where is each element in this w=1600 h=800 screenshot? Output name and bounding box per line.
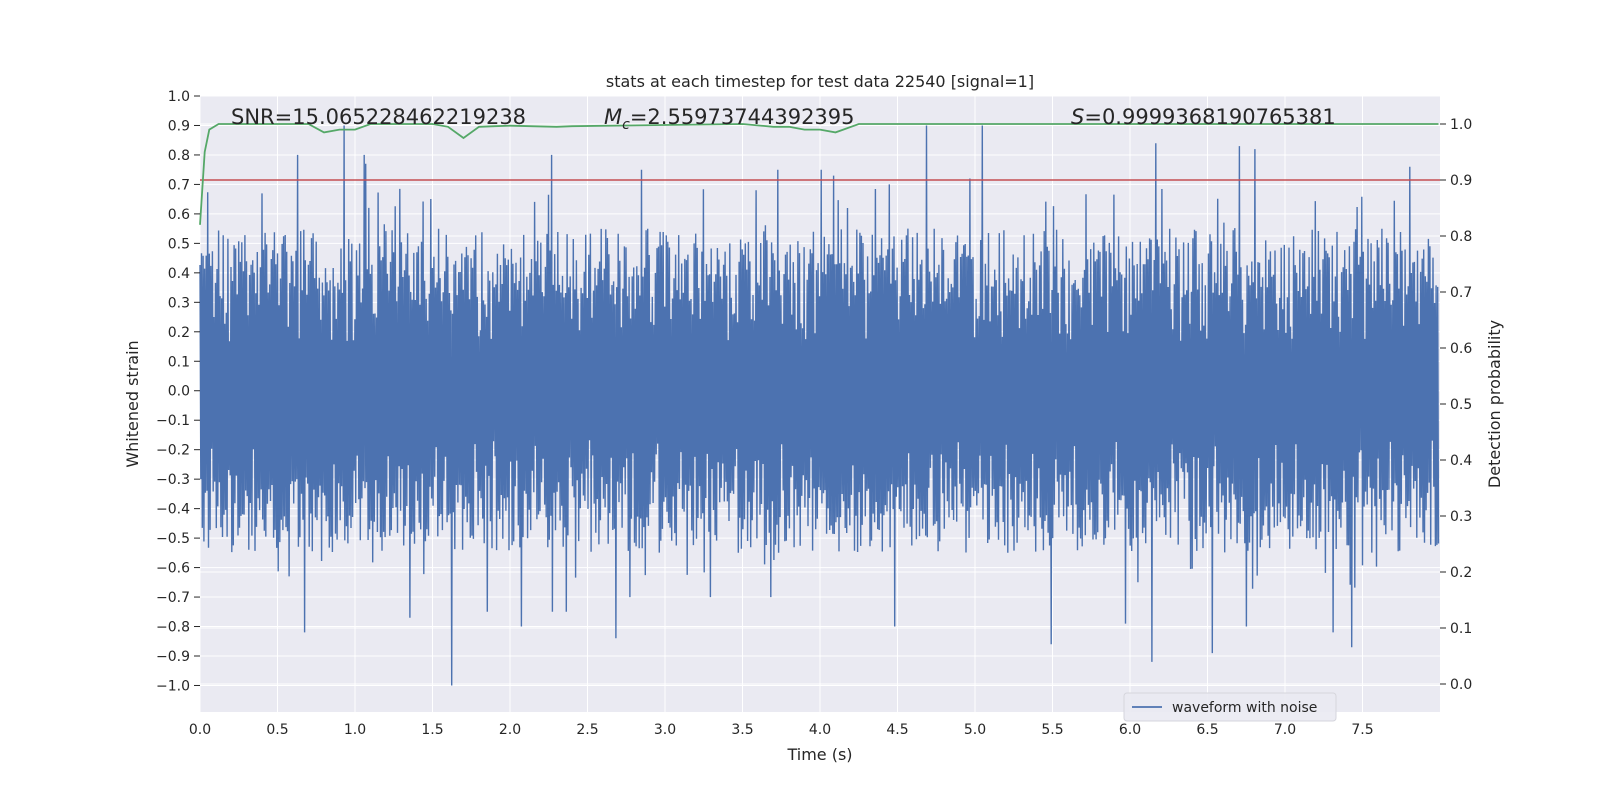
score-annotation: S=0.9999368190765381	[1071, 105, 1336, 129]
y2-tick-label: 0.0	[1450, 677, 1472, 693]
score-symbol: S	[1071, 105, 1084, 129]
chirp-mass-annotation: Mc=2.55973744392395	[604, 105, 855, 133]
x-tick-label: 7.0	[1274, 722, 1296, 738]
x-axis-label: Time (s)	[786, 745, 852, 764]
y-tick-label: 0.3	[168, 295, 190, 311]
y-tick-label: 0.6	[168, 207, 190, 223]
y-tick-label: −0.9	[156, 649, 190, 665]
y-tick-label: 0.7	[168, 177, 190, 193]
y-tick-label: −0.2	[156, 443, 190, 459]
x-tick-label: 6.5	[1196, 722, 1218, 738]
y2-tick-label: 0.4	[1450, 453, 1472, 469]
y2-tick-label: 0.3	[1450, 509, 1472, 525]
y2-tick-label: 0.9	[1450, 173, 1472, 189]
y-axis-label: Whitened strain	[123, 340, 142, 467]
y-tick-label: 0.2	[168, 325, 190, 341]
legend-box	[1123, 692, 1337, 722]
y-tick-label: −1.0	[156, 678, 190, 694]
x-tick-label: 4.5	[886, 722, 908, 738]
y-tick-label: −0.8	[156, 620, 190, 636]
x-tick-label: 5.5	[1041, 722, 1063, 738]
y-tick-label: 0.1	[168, 354, 190, 370]
chirp-mass-value: =2.55973744392395	[630, 105, 855, 129]
y2-tick-label: 0.1	[1450, 621, 1472, 637]
x-tick-labels: 0.0 0.5 1.0 1.5 2.0 2.5 3.0 3.5 4.0 4.5 5.0 5.5 6.0 6…	[189, 722, 1374, 738]
x-tick-label: 5.0	[964, 722, 986, 738]
y2-tick-label: 0.6	[1450, 341, 1472, 357]
x-tick-label: 3.5	[731, 722, 753, 738]
chirp-mass-subscript: c	[622, 117, 630, 133]
y-tick-label: 0.0	[168, 384, 190, 400]
y-tick-label: −0.5	[156, 531, 190, 547]
y2-axis-label: Detection probability	[1485, 320, 1504, 488]
y2-tick-label: 0.2	[1450, 565, 1472, 581]
legend: waveform with noise	[1123, 692, 1337, 722]
y-tick-label: −0.3	[156, 472, 190, 488]
y2-tick-label: 0.8	[1450, 229, 1472, 245]
x-tick-label: 4.0	[809, 722, 831, 738]
waveform-with-noise-line	[199, 125, 1440, 686]
y2-tick-label: 0.5	[1450, 397, 1472, 413]
y-tick-label: 1.0	[168, 89, 190, 105]
y-tick-label: 0.9	[168, 118, 190, 134]
y-tick-label: −0.4	[156, 502, 190, 518]
chirp-mass-symbol: M	[604, 105, 622, 129]
y2-tick-labels: 1.0 0.9 0.8 0.7 0.6 0.5 0.4 0.3 0.2 0.1 0.0	[1440, 117, 1472, 693]
x-tick-label: 1.5	[421, 722, 443, 738]
y-tick-labels: 1.0 0.9 0.8 0.7 0.6 0.5 0.4 0.3 0.2 0.1 0.0 −0.1 −0.…	[156, 89, 200, 694]
score-value: =0.9999368190765381	[1084, 105, 1335, 129]
x-tick-label: 2.0	[499, 722, 521, 738]
x-tick-label: 6.0	[1119, 722, 1141, 738]
detection-probability-series	[199, 123, 1439, 225]
y-tick-label: 0.4	[168, 266, 190, 282]
x-tick-label: 0.5	[266, 722, 288, 738]
y-tick-label: −0.7	[156, 590, 190, 606]
y-tick-label: 0.8	[168, 148, 190, 164]
y-tick-label: −0.1	[156, 413, 190, 429]
x-tick-label: 0.0	[189, 722, 211, 738]
y-tick-label: 0.5	[168, 236, 190, 252]
x-tick-label: 7.5	[1351, 722, 1373, 738]
x-tick-label: 2.5	[576, 722, 598, 738]
y2-tick-label: 1.0	[1450, 117, 1472, 133]
waveform-with-noise-series	[199, 125, 1440, 686]
detection-probability-line	[199, 123, 1439, 225]
chart-title: stats at each timestep for test data 225…	[606, 72, 1034, 91]
y2-tick-label: 0.7	[1450, 285, 1472, 301]
legend-entry-waveform: waveform with noise	[1172, 700, 1317, 716]
y-tick-label: −0.6	[156, 561, 190, 577]
x-tick-label: 3.0	[654, 722, 676, 738]
x-tick-label: 1.0	[344, 722, 366, 738]
snr-annotation: SNR=15.065228462219238	[231, 105, 526, 129]
